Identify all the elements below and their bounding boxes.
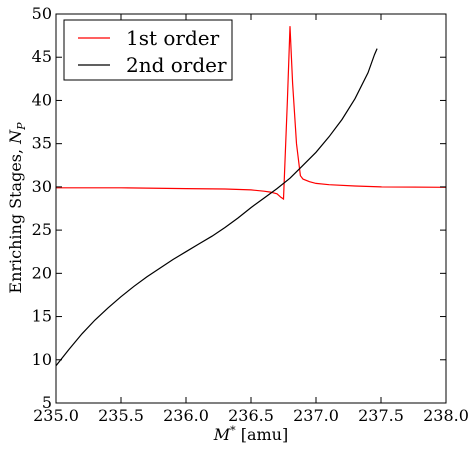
y-tick-label: 40 [32, 90, 52, 109]
y-tick-label: 35 [32, 134, 52, 153]
series-line-1st-order [56, 26, 447, 201]
x-tick-label: 237.5 [358, 406, 404, 425]
x-tick-label: 236.0 [163, 406, 209, 425]
y-axis-label: Enriching Stages, NP [6, 122, 28, 294]
series-layer [55, 26, 447, 367]
x-tick-label: 238.0 [423, 406, 469, 425]
y-tick-label: 30 [32, 177, 52, 196]
y-tick-label: 5 [42, 393, 52, 412]
y-tick-label: 10 [32, 350, 52, 369]
x-axis-label: M* [amu] [213, 424, 288, 444]
legend-label-2nd-order: 2nd order [126, 53, 227, 77]
legend-label-1st-order: 1st order [126, 26, 220, 50]
x-axis: 235.0 235.5 236.0 236.5 237.0 237.5 238.0 [33, 14, 469, 425]
legend: 1st order 2nd order [63, 19, 233, 81]
y-axis: 5 10 15 20 25 30 35 40 45 50 [32, 4, 446, 412]
x-tick-label: 236.5 [228, 406, 274, 425]
y-tick-label: 20 [32, 263, 52, 282]
y-tick-label: 45 [32, 47, 52, 66]
x-tick-label: 235.5 [98, 406, 144, 425]
x-tick-label: 235.0 [33, 406, 79, 425]
x-tick-label: 237.0 [293, 406, 339, 425]
y-tick-label: 25 [32, 220, 52, 239]
y-tick-label: 50 [32, 4, 52, 23]
series-line-2nd-order [55, 48, 378, 367]
legend-box [63, 19, 233, 81]
y-tick-label: 15 [32, 307, 52, 326]
